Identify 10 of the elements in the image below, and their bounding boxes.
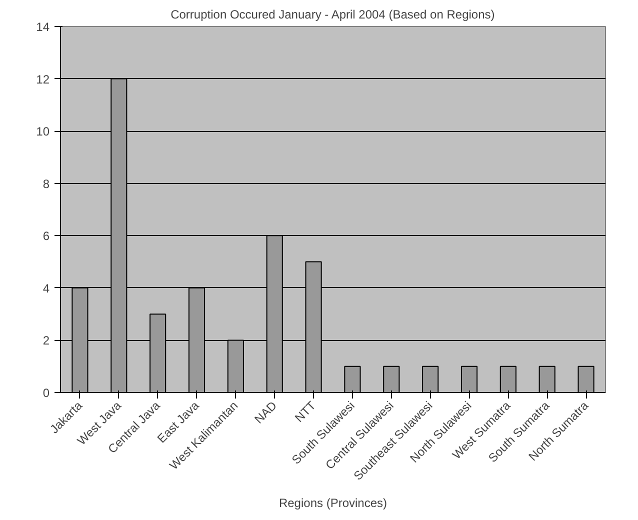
y-tick-label: 2 bbox=[42, 334, 50, 348]
y-tick-label: 4 bbox=[42, 281, 50, 296]
y-tick-label: 12 bbox=[36, 72, 50, 86]
x-axis-title: Regions (Provinces) bbox=[278, 496, 388, 510]
y-tick-label: 10 bbox=[36, 124, 50, 139]
chart-title: Corruption Occured January - April 2004 (Based on Regions) bbox=[170, 8, 495, 22]
y-tick-label: 8 bbox=[42, 176, 50, 191]
y-tick-label: 0 bbox=[42, 386, 50, 400]
y-tick-label: 14 bbox=[36, 20, 50, 34]
y-tick-label: 6 bbox=[42, 229, 50, 244]
